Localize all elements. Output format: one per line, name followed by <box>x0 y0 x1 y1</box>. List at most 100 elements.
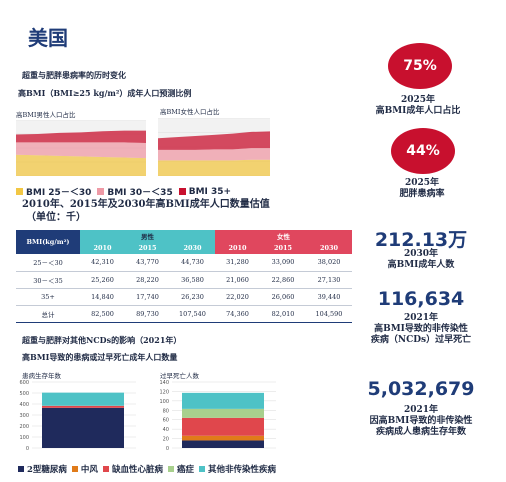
legend-item-stroke: 中风 <box>71 463 98 475</box>
table-cell: 38,020 <box>317 258 341 267</box>
table-cell: 44,730 <box>181 258 204 267</box>
table-cell: 26,060 <box>271 292 295 301</box>
table-cell: 27,130 <box>317 275 341 284</box>
table-cell: 36,580 <box>181 275 204 284</box>
table-year: 2030 <box>170 242 215 254</box>
bar-segment <box>42 405 124 408</box>
table-cell: 22,860 <box>271 275 295 284</box>
area-series <box>16 154 146 176</box>
table-row: 35+ 14,840 17,740 26,230 22,020 26,060 3… <box>16 288 352 305</box>
legend-swatch <box>16 188 23 195</box>
bar-segment <box>182 417 264 436</box>
table-row: 30－＜35 25,260 28,220 36,580 21,060 22,86… <box>16 271 352 288</box>
tick-label: 100 <box>19 435 29 441</box>
table-cell: 31,280 <box>226 258 249 267</box>
legend-item-diabetes: 2型糖尿病 <box>18 463 67 475</box>
table-cell: 22,020 <box>226 292 249 301</box>
section1-title: 超重与肥胖患病率的历时变化 <box>22 70 126 80</box>
legend-swatch <box>18 466 24 472</box>
legend-label: BMI 30－＜35 <box>107 188 173 198</box>
legend-swatch <box>97 188 105 195</box>
legend-swatch <box>178 188 186 195</box>
table-header-female: 女性 <box>215 230 352 242</box>
table-header-male: 男性 <box>80 230 215 242</box>
bmi-table: BMI(kg/m²) 男性 女性 2010 2015 2030 2010 201… <box>16 230 352 323</box>
stat-circle-2: 44% <box>391 128 455 174</box>
tick-label: 80 <box>163 408 169 414</box>
table-cell: 26,230 <box>181 292 204 301</box>
table-row-total: 总计 82,500 89,730 107,540 74,360 82,010 1… <box>16 305 352 322</box>
legend-label: BMI 35+ <box>188 186 232 197</box>
ncd-left-label: 患病生存年数 <box>22 372 61 380</box>
tick-label: 140 <box>159 380 169 386</box>
bar-segment <box>42 392 124 406</box>
bar-segment <box>182 392 264 409</box>
legend-swatch <box>167 466 174 472</box>
table-cell: 82,010 <box>271 309 295 318</box>
table-title: 2010年、2015年及2030年高BMI成年人口数量估值 （单位：千） <box>22 198 270 224</box>
legend-swatch <box>198 466 205 472</box>
bar-segment <box>42 407 124 448</box>
table-cell: 107,540 <box>179 309 206 318</box>
section1-subtitle: 高BMI（BMI≥25 kg/m²）成年人口预测比例 <box>18 88 192 98</box>
row-label: 30－＜35 <box>33 276 63 285</box>
stat-caption-3: 2030年 高BMI成年人数 <box>387 249 455 270</box>
legend-item-bmi30: BMI 30－＜35 <box>97 185 173 198</box>
table-title-line1: 2010年、2015年及2030年高BMI成年人口数量估值 <box>22 199 270 210</box>
table-cell: 74,360 <box>226 309 249 318</box>
stat-caption-1: 2025年 高BMI成年人口占比 <box>375 95 461 116</box>
page-title: 美国 <box>28 26 68 50</box>
table-cell: 42,310 <box>91 258 114 267</box>
table-cell: 17,740 <box>136 292 159 301</box>
table-row: 25－＜30 42,310 43,770 44,730 31,280 33,09… <box>16 254 352 271</box>
table-cell: 25,260 <box>91 275 114 284</box>
ncd-right-label: 过早死亡人数 <box>160 372 199 380</box>
area-series <box>16 130 146 143</box>
tick-label: 400 <box>19 402 29 408</box>
legend-item-ihd: 缺血性心脏病 <box>102 463 163 475</box>
stat-caption-5: 2021年 因高BMI导致的非传染性 疾病成人患病生存年数 <box>369 405 473 437</box>
table-year: 2015 <box>260 242 306 254</box>
table-header-bmi: BMI(kg/m²) <box>16 230 80 254</box>
stat-value-4: 116,634 <box>377 288 465 310</box>
tick-label: 0 <box>166 446 169 452</box>
tick-label: 500 <box>19 391 29 397</box>
legend-label: BMI 25－＜30 <box>26 188 92 198</box>
legend-label: 癌症 <box>176 465 194 475</box>
section2-subtitle: 高BMI导致的患病或过早死亡成年人口数量 <box>22 352 178 362</box>
stat-caption-2: 2025年 肥胖患病率 <box>399 178 445 199</box>
table-year: 2015 <box>125 242 170 254</box>
legend-item-bmi25: BMI 25－＜30 <box>16 185 91 198</box>
table-year: 2030 <box>306 242 352 254</box>
legend-label: 缺血性心脏病 <box>111 465 163 475</box>
stat-value-5: 5,032,679 <box>367 378 475 400</box>
tick-label: 0 <box>26 446 29 452</box>
bar-segment <box>182 435 264 441</box>
table-title-line2: （单位：千） <box>26 212 86 223</box>
tick-label: 40 <box>163 427 169 433</box>
tick-label: 600 <box>19 380 29 386</box>
male-chart-label: 高BMI男性人口占比 <box>16 111 76 119</box>
tick-label: 60 <box>163 418 169 424</box>
area-series <box>158 131 270 150</box>
section2-title: 超重与肥胖对其他NCDs的影响（2021年） <box>22 335 182 345</box>
table-cell: 39,440 <box>317 292 341 301</box>
area-series <box>16 142 146 159</box>
bar-segment <box>182 440 264 448</box>
bar-segment <box>182 408 264 418</box>
table-cell: 33,090 <box>271 258 295 267</box>
bmi-legend: BMI 25－＜30 BMI 30－＜35 BMI 35+ <box>16 185 231 198</box>
legend-swatch <box>102 466 109 472</box>
table-cell: 28,220 <box>136 275 159 284</box>
stat-caption-4: 2021年 高BMI导致的非传染性 疾病（NCDs）过早死亡 <box>370 313 472 345</box>
stat-circle-1: 75% <box>388 43 452 89</box>
ncd-legend: 2型糖尿病 中风 缺血性心脏病 癌症 其他非传染性疾病 <box>18 463 276 475</box>
female-area-chart <box>158 118 270 176</box>
legend-label: 2型糖尿病 <box>27 465 67 475</box>
table-cell: 104,590 <box>315 309 343 318</box>
tick-label: 200 <box>19 424 29 430</box>
legend-label: 中风 <box>80 465 98 475</box>
tick-label: 120 <box>159 389 169 395</box>
legend-item-cancer: 癌症 <box>167 463 194 475</box>
area-series <box>158 159 270 176</box>
